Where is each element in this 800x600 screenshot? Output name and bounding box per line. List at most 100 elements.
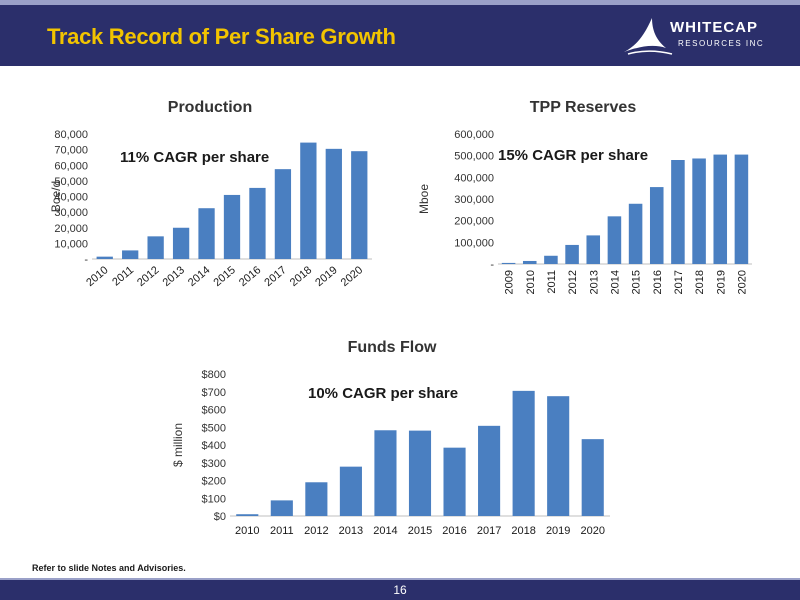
x-tick-label: 2017 [477,525,501,537]
bar-2018 [300,142,317,259]
bar-2017 [274,169,292,259]
x-tick-label: 2011 [110,264,136,288]
chart-title: TPP Reserves [530,99,637,116]
y-tick-label: 70,000 [54,145,88,157]
x-tick-label: 2013 [339,525,363,537]
slide-header: Track Record of Per Share Growth WHITECA… [0,0,800,66]
y-tick-label: 80,000 [54,129,88,141]
header-accent-line [0,0,800,5]
bar-2011 [544,255,558,264]
chart-title: Production [168,99,252,116]
bar-2016 [443,447,466,516]
x-tick-label: 2013 [588,270,600,294]
company-logo: WHITECAP RESOURCES INC [622,10,792,60]
logo-subtitle: RESOURCES INC [678,39,765,48]
bar-2020 [734,154,749,264]
funds-flow-chart: Funds Flow 10% CAGR per share $0 $100 $200 $3… [171,339,610,537]
x-tick-label: 2018 [694,270,706,294]
y-axis-label: $ million [171,423,185,467]
y-tick-label: 300,000 [454,194,494,206]
logo-wordmark: WHITECAP [670,19,758,36]
bar-2019 [547,396,570,516]
footer-note: Refer to slide Notes and Advisories. [32,563,186,573]
x-tick-label: 2013 [161,264,187,289]
x-tick-label: 2020 [339,264,365,289]
y-tick-label: 30,000 [54,207,88,219]
y-tick-label: 10,000 [54,238,88,250]
x-tick-label: 2019 [313,264,339,289]
bar-2012 [565,244,579,264]
x-tick-label: 2019 [715,270,727,294]
y-tick-label: 600,000 [454,129,494,141]
x-tick-label: 2014 [373,525,397,537]
x-tick-label: 2014 [609,270,621,294]
bar-2014 [198,208,215,259]
bar-2016 [249,187,266,259]
x-tick-label: 2015 [631,270,643,294]
y-tick-label: 500,000 [454,151,494,163]
x-tick-label: 2015 [211,264,237,289]
x-tick-label: 2016 [237,264,263,289]
bar-2017 [671,160,685,264]
bar-2018 [692,158,706,264]
bar-2013 [339,466,362,516]
bar-2014 [607,216,622,264]
x-tick-label: 2011 [270,525,294,537]
bar-2011 [270,500,293,516]
x-tick-label: 2019 [546,525,570,537]
x-tick-label: 2018 [511,525,535,537]
x-tick-label: 2011 [546,270,558,294]
bar-2017 [478,425,501,516]
x-tick-label: 2018 [288,264,314,289]
x-tick-label: 2014 [186,264,212,289]
slide-footer [0,578,800,600]
x-tick-label: 2015 [408,525,432,537]
x-tick-label: 2020 [736,270,748,294]
bar-2020 [581,439,604,516]
x-tick-label: 2012 [304,525,328,537]
y-tick-label: $0 [214,511,226,523]
y-tick-label: $800 [202,369,226,381]
x-tick-label: 2017 [673,270,685,294]
y-tick-label: 60,000 [54,160,88,172]
y-tick-label: $400 [202,440,226,452]
bar-2012 [305,482,328,516]
x-tick-label: 2016 [442,525,466,537]
x-tick-label: 2009 [504,270,516,294]
x-tick-label: 2017 [262,264,288,289]
bar-2010 [522,260,537,264]
y-tick-label: $100 [202,493,226,505]
bar-2014 [374,430,397,516]
y-tick-label: $500 [202,422,226,434]
y-tick-label: $300 [202,458,226,470]
bar-2019 [713,154,728,264]
y-tick-label: - [84,254,88,266]
chart-title: Funds Flow [348,339,437,356]
x-tick-label: 2012 [567,270,579,294]
y-axis-label: Mboe [417,184,431,214]
bar-2015 [628,203,643,264]
y-tick-label: $200 [202,476,226,488]
y-tick-label: 100,000 [454,237,494,249]
y-tick-label: 20,000 [54,223,88,235]
y-tick-label: - [490,259,494,271]
bar-2016 [649,187,664,264]
bar-2011 [122,250,139,259]
bar-2010 [236,514,259,516]
y-axis-label: Boe/d [49,181,63,212]
x-tick-label: 2012 [135,264,161,289]
bar-2009 [501,262,516,264]
y-tick-label: 400,000 [454,172,494,184]
bar-2020 [351,151,368,259]
x-tick-label: 2010 [525,270,537,294]
bar-2012 [147,236,164,259]
y-tick-label: 50,000 [54,176,88,188]
page-number: 16 [393,583,407,597]
bar-2015 [223,194,241,259]
y-tick-label: 40,000 [54,192,88,204]
slide-title: Track Record of Per Share Growth [47,24,396,49]
y-tick-label: 200,000 [454,216,494,228]
cagr-annotation: 10% CAGR per share [308,385,458,402]
bar-2015 [408,430,432,516]
x-tick-label: 2020 [580,525,604,537]
